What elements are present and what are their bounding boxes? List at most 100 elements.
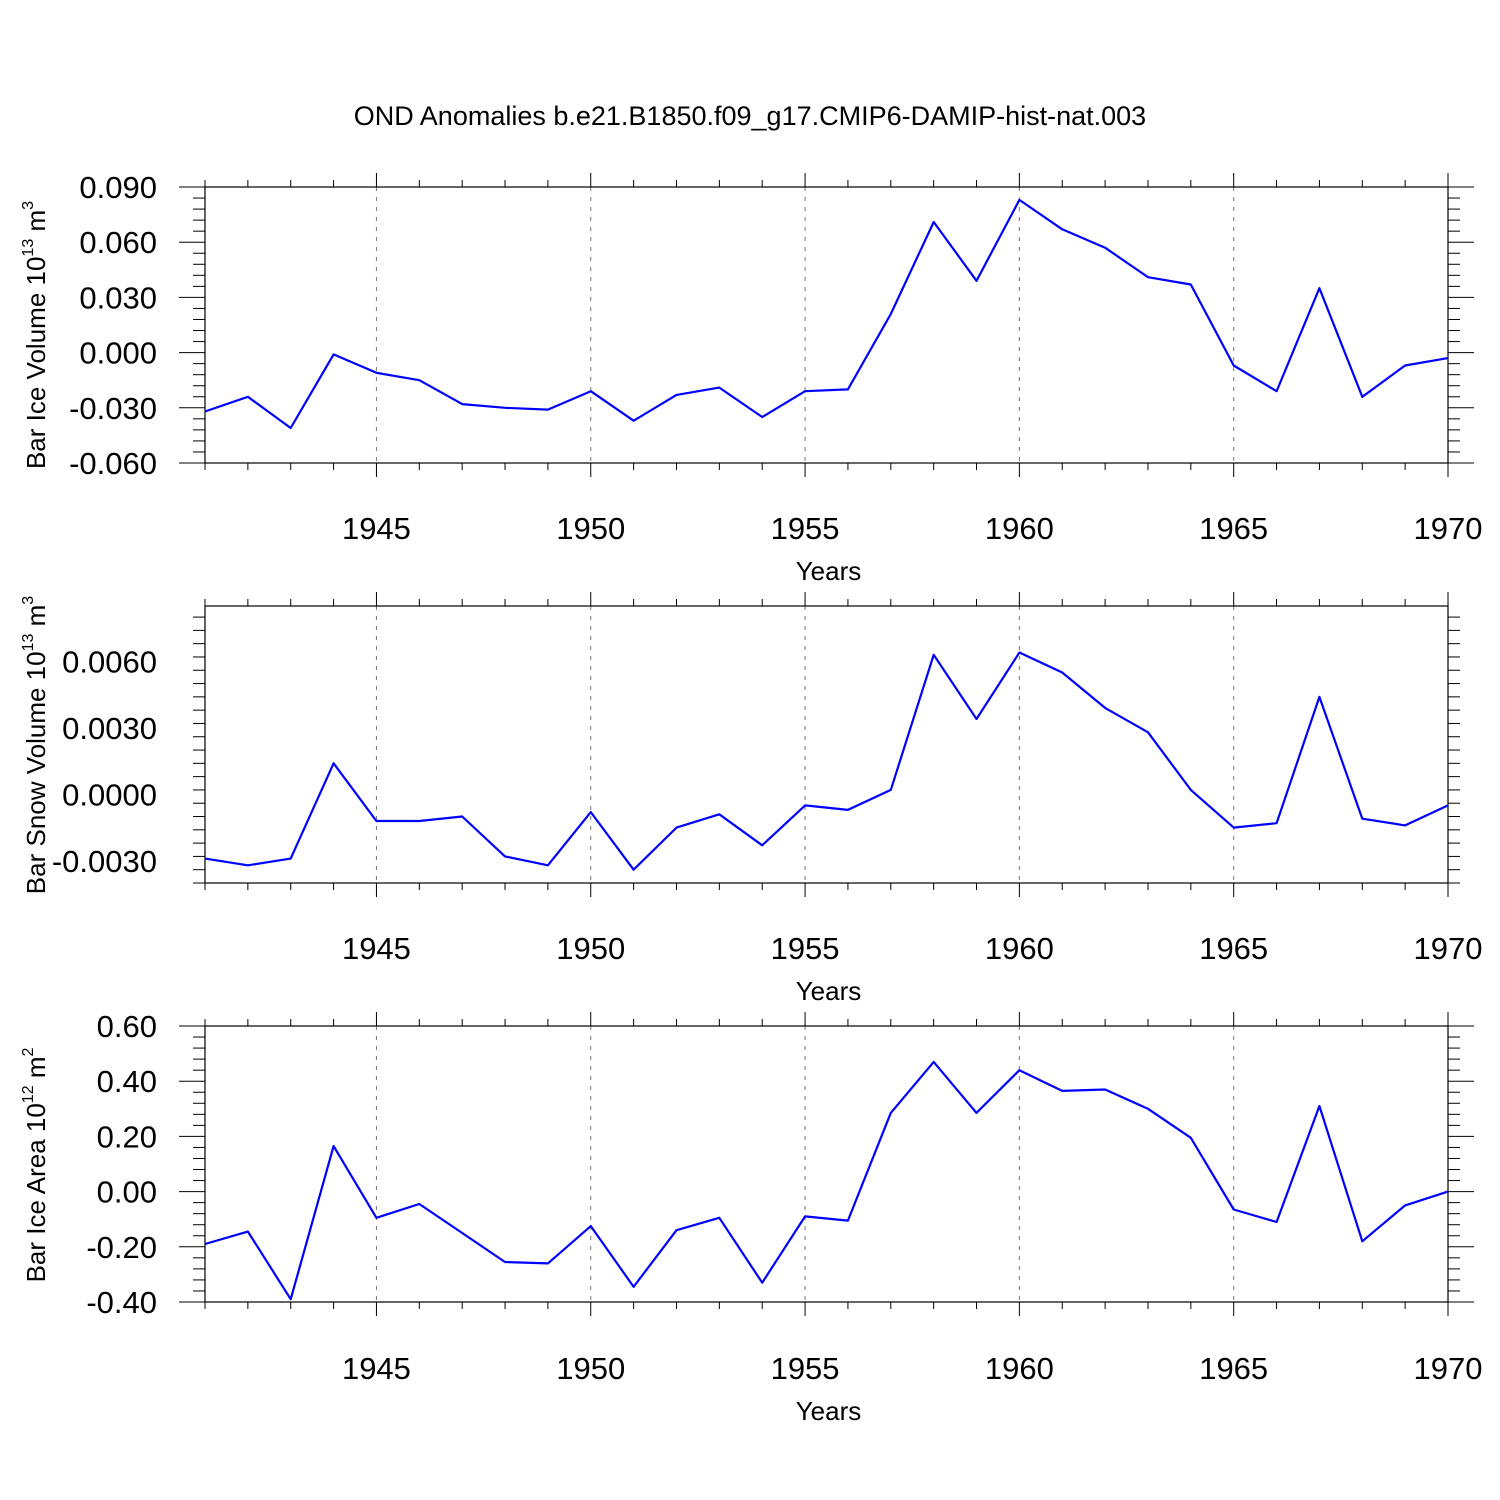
data-point (203, 857, 207, 861)
x-tick-label: 1960 (985, 931, 1054, 966)
x-tick-label: 1965 (1199, 511, 1268, 546)
y-tick-label: 0.0030 (62, 711, 157, 746)
data-point (803, 803, 807, 807)
y-tick-label: 0.030 (79, 280, 157, 315)
data-point (1103, 246, 1107, 250)
x-tick-label: 1960 (985, 511, 1054, 546)
plot-frame (204, 186, 1449, 464)
x-tick-label: 1945 (342, 1351, 411, 1386)
data-point (932, 220, 936, 224)
y-tick-label: -0.40 (86, 1285, 157, 1320)
y-tick-label: 0.000 (79, 336, 157, 371)
data-point (1360, 1239, 1364, 1243)
data-point (1403, 1203, 1407, 1207)
data-point (589, 1224, 593, 1228)
data-point (1446, 803, 1450, 807)
data-point (975, 279, 979, 283)
x-tick-label: 1970 (1414, 931, 1483, 966)
data-point (1232, 1208, 1236, 1212)
series-line (204, 651, 1449, 871)
data-point (203, 1242, 207, 1246)
data-point (932, 653, 936, 657)
data-point (1060, 227, 1064, 231)
y-tick-label: -0.20 (86, 1230, 157, 1265)
data-point (632, 419, 636, 423)
data-point (846, 1219, 850, 1223)
data-point (546, 1261, 550, 1265)
panel-2: -0.0030 0.0000 0.0030 0.0060 1945 1950 1955 196… (20, 592, 1482, 1006)
y-axis-title: Bar Ice Area 1012 m2 (20, 1047, 51, 1282)
data-point (1146, 275, 1150, 279)
panel-3: -0.40 -0.20 0.00 0.20 0.40 0.60 1945 1950 1955 19… (20, 1009, 1482, 1426)
y-tick-label: 0.00 (97, 1175, 157, 1210)
x-tick-label: 1960 (985, 1351, 1054, 1386)
x-axis-title: Years (796, 556, 862, 586)
x-tick-label: 1955 (771, 931, 840, 966)
data-point (1317, 695, 1321, 699)
data-point (417, 819, 421, 823)
y-tick-label: 0.60 (97, 1009, 157, 1044)
x-tick-label: 1950 (556, 931, 625, 966)
data-point (589, 389, 593, 393)
data-point (503, 406, 507, 410)
data-point (546, 408, 550, 412)
data-point (589, 810, 593, 814)
data-point (417, 1202, 421, 1206)
y-axis-title: Bar Ice Volume 1013 m3 (20, 201, 51, 469)
data-point (374, 819, 378, 823)
data-point (1103, 1087, 1107, 1091)
data-point (932, 1060, 936, 1064)
data-point (1275, 389, 1279, 393)
y-tick-label: -0.0030 (52, 844, 157, 879)
x-axis-title: Years (796, 1396, 862, 1426)
data-point (1060, 1089, 1064, 1093)
data-point (332, 761, 336, 765)
y-tick-label: 0.0060 (62, 644, 157, 679)
data-point (246, 1230, 250, 1234)
data-point (717, 812, 721, 816)
data-point (1189, 788, 1193, 792)
data-point (1317, 1104, 1321, 1108)
data-point (289, 426, 293, 430)
data-point (1017, 1068, 1021, 1072)
data-point (1446, 356, 1450, 360)
data-point (1360, 817, 1364, 821)
series-line (204, 198, 1449, 430)
data-point (1103, 706, 1107, 710)
data-point (246, 863, 250, 867)
data-point (460, 1231, 464, 1235)
y-axis-title: Bar Snow Volume 1013 m3 (20, 596, 51, 895)
data-point (760, 1281, 764, 1285)
data-point (975, 717, 979, 721)
data-point (760, 843, 764, 847)
data-point (1232, 363, 1236, 367)
data-point (674, 826, 678, 830)
data-point (1189, 1136, 1193, 1140)
data-point (1146, 1107, 1150, 1111)
data-point (289, 857, 293, 861)
data-point (1446, 1190, 1450, 1194)
x-tick-label: 1955 (771, 511, 840, 546)
data-point (460, 815, 464, 819)
data-point (460, 402, 464, 406)
panels: -0.060 -0.030 0.000 0.030 0.060 0.090 1945 1950… (20, 170, 1482, 1426)
data-point (503, 854, 507, 858)
data-point (717, 386, 721, 390)
plot-frame (204, 605, 1449, 884)
data-point (717, 1216, 721, 1220)
data-point (332, 1144, 336, 1148)
data-point (1275, 1220, 1279, 1224)
data-point (1017, 651, 1021, 655)
data-point (632, 868, 636, 872)
x-tick-label: 1950 (556, 511, 625, 546)
data-point (975, 1111, 979, 1115)
y-tick-label: -0.030 (69, 391, 157, 426)
x-axis-title: Years (796, 976, 862, 1006)
data-point (889, 788, 893, 792)
x-tick-label: 1950 (556, 1351, 625, 1386)
data-point (1189, 283, 1193, 287)
data-point (846, 808, 850, 812)
data-point (503, 1260, 507, 1264)
data-point (246, 395, 250, 399)
